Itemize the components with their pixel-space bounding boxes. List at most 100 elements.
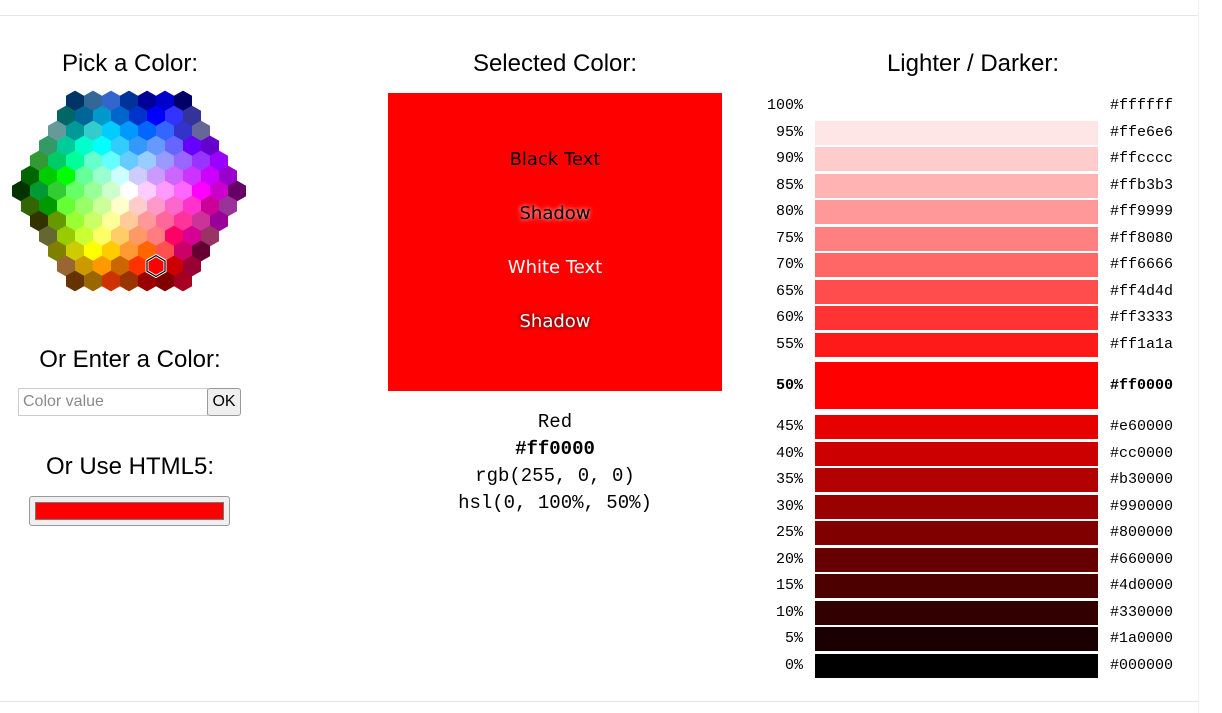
hex-swatch[interactable] [83,150,103,172]
hex-swatch[interactable] [182,195,202,217]
hex-swatch[interactable] [65,240,85,262]
hex-swatch[interactable] [128,165,148,187]
shade-row[interactable]: 25% #800000 [760,521,1186,545]
hex-swatch[interactable] [173,270,193,292]
hex-swatch[interactable] [209,210,229,232]
shade-row[interactable]: 55% #ff1a1a [760,332,1186,357]
shade-swatch[interactable] [815,574,1098,598]
hex-swatch[interactable] [173,210,193,232]
hex-swatch[interactable] [74,165,94,187]
hex-swatch[interactable] [137,90,157,112]
hex-swatch[interactable] [182,225,202,247]
hex-swatch[interactable] [137,180,157,202]
hex-swatch[interactable] [74,225,94,247]
hex-swatch[interactable] [92,135,112,157]
shade-swatch[interactable] [815,200,1098,224]
shade-row[interactable]: 45% #e60000 [760,415,1186,439]
hex-swatch[interactable] [128,225,148,247]
hex-swatch[interactable] [155,270,175,292]
hex-swatch[interactable] [101,180,121,202]
hex-swatch[interactable] [20,195,40,217]
hex-swatch[interactable] [20,165,40,187]
hex-swatch[interactable] [65,120,85,142]
hex-swatch[interactable] [56,255,76,277]
shade-swatch[interactable] [815,600,1098,625]
hex-swatch[interactable] [173,90,193,112]
hex-swatch[interactable] [182,135,202,157]
hex-swatch[interactable] [56,225,76,247]
hex-swatch[interactable] [29,150,49,172]
hex-swatch[interactable] [119,90,139,112]
hex-swatch[interactable] [128,195,148,217]
hex-swatch[interactable] [92,195,112,217]
hex-swatch[interactable] [227,180,247,202]
hex-swatch[interactable] [155,150,175,172]
shade-swatch[interactable] [815,521,1098,545]
hex-swatch[interactable] [65,90,85,112]
hex-swatch[interactable] [56,135,76,157]
hex-swatch[interactable] [92,105,112,127]
shade-swatch[interactable] [815,653,1098,678]
hex-swatch[interactable] [92,225,112,247]
hex-swatch[interactable] [155,180,175,202]
hex-swatch[interactable] [119,210,139,232]
shade-row[interactable]: 0% #000000 [760,653,1186,678]
hex-swatch[interactable] [137,270,157,292]
hex-swatch[interactable] [110,255,130,277]
shade-row[interactable]: 50% #ff0000 [760,362,1186,409]
shade-row[interactable]: 35% #b30000 [760,468,1186,492]
hex-swatch[interactable] [173,180,193,202]
shade-swatch[interactable] [815,547,1098,572]
hex-swatch[interactable] [83,240,103,262]
hex-swatch[interactable] [137,120,157,142]
hex-swatch[interactable] [65,180,85,202]
hex-swatch[interactable] [164,165,184,187]
hex-swatch[interactable] [164,255,184,277]
hex-swatch[interactable] [65,210,85,232]
shade-row[interactable]: 80% #ff9999 [760,200,1186,224]
hex-swatch[interactable] [38,135,58,157]
hex-swatch[interactable] [92,255,112,277]
hex-swatch[interactable] [173,150,193,172]
hex-swatch[interactable] [137,210,157,232]
hex-swatch[interactable] [110,195,130,217]
hex-swatch[interactable] [182,255,202,277]
hex-swatch[interactable] [173,240,193,262]
hex-swatch[interactable] [182,105,202,127]
shade-swatch[interactable] [815,468,1098,492]
ok-button[interactable]: OK [207,388,241,416]
hex-swatch[interactable] [47,210,67,232]
hex-swatch[interactable] [200,225,220,247]
shade-row[interactable]: 5% #1a0000 [760,627,1186,651]
shade-swatch[interactable] [815,226,1098,251]
hex-swatch[interactable] [200,195,220,217]
shade-swatch[interactable] [815,94,1098,118]
shade-row[interactable]: 90% #ffcccc [760,147,1186,171]
hex-swatch[interactable] [191,210,211,232]
hex-swatch[interactable] [146,225,166,247]
hex-swatch[interactable] [191,180,211,202]
hex-swatch[interactable] [209,150,229,172]
shade-swatch[interactable] [815,306,1098,330]
hex-swatch[interactable] [92,165,112,187]
hex-swatch[interactable] [29,180,49,202]
hex-swatch[interactable] [128,255,148,277]
hex-swatch[interactable] [191,150,211,172]
hex-swatch[interactable] [110,225,130,247]
hex-color-map[interactable] [0,80,260,310]
hex-swatch[interactable] [164,135,184,157]
hex-swatch[interactable] [200,135,220,157]
hex-swatch[interactable] [38,165,58,187]
hex-swatch[interactable] [56,105,76,127]
hex-swatch[interactable] [11,180,31,202]
hex-swatch[interactable] [146,255,166,277]
hex-swatch[interactable] [83,90,103,112]
hex-swatch[interactable] [83,180,103,202]
hex-swatch[interactable] [191,240,211,262]
hex-swatch[interactable] [128,135,148,157]
hex-swatch[interactable] [155,90,175,112]
shade-row[interactable]: 15% #4d0000 [760,574,1186,598]
hex-swatch[interactable] [200,165,220,187]
hex-swatch[interactable] [137,150,157,172]
hex-swatch[interactable] [209,180,229,202]
